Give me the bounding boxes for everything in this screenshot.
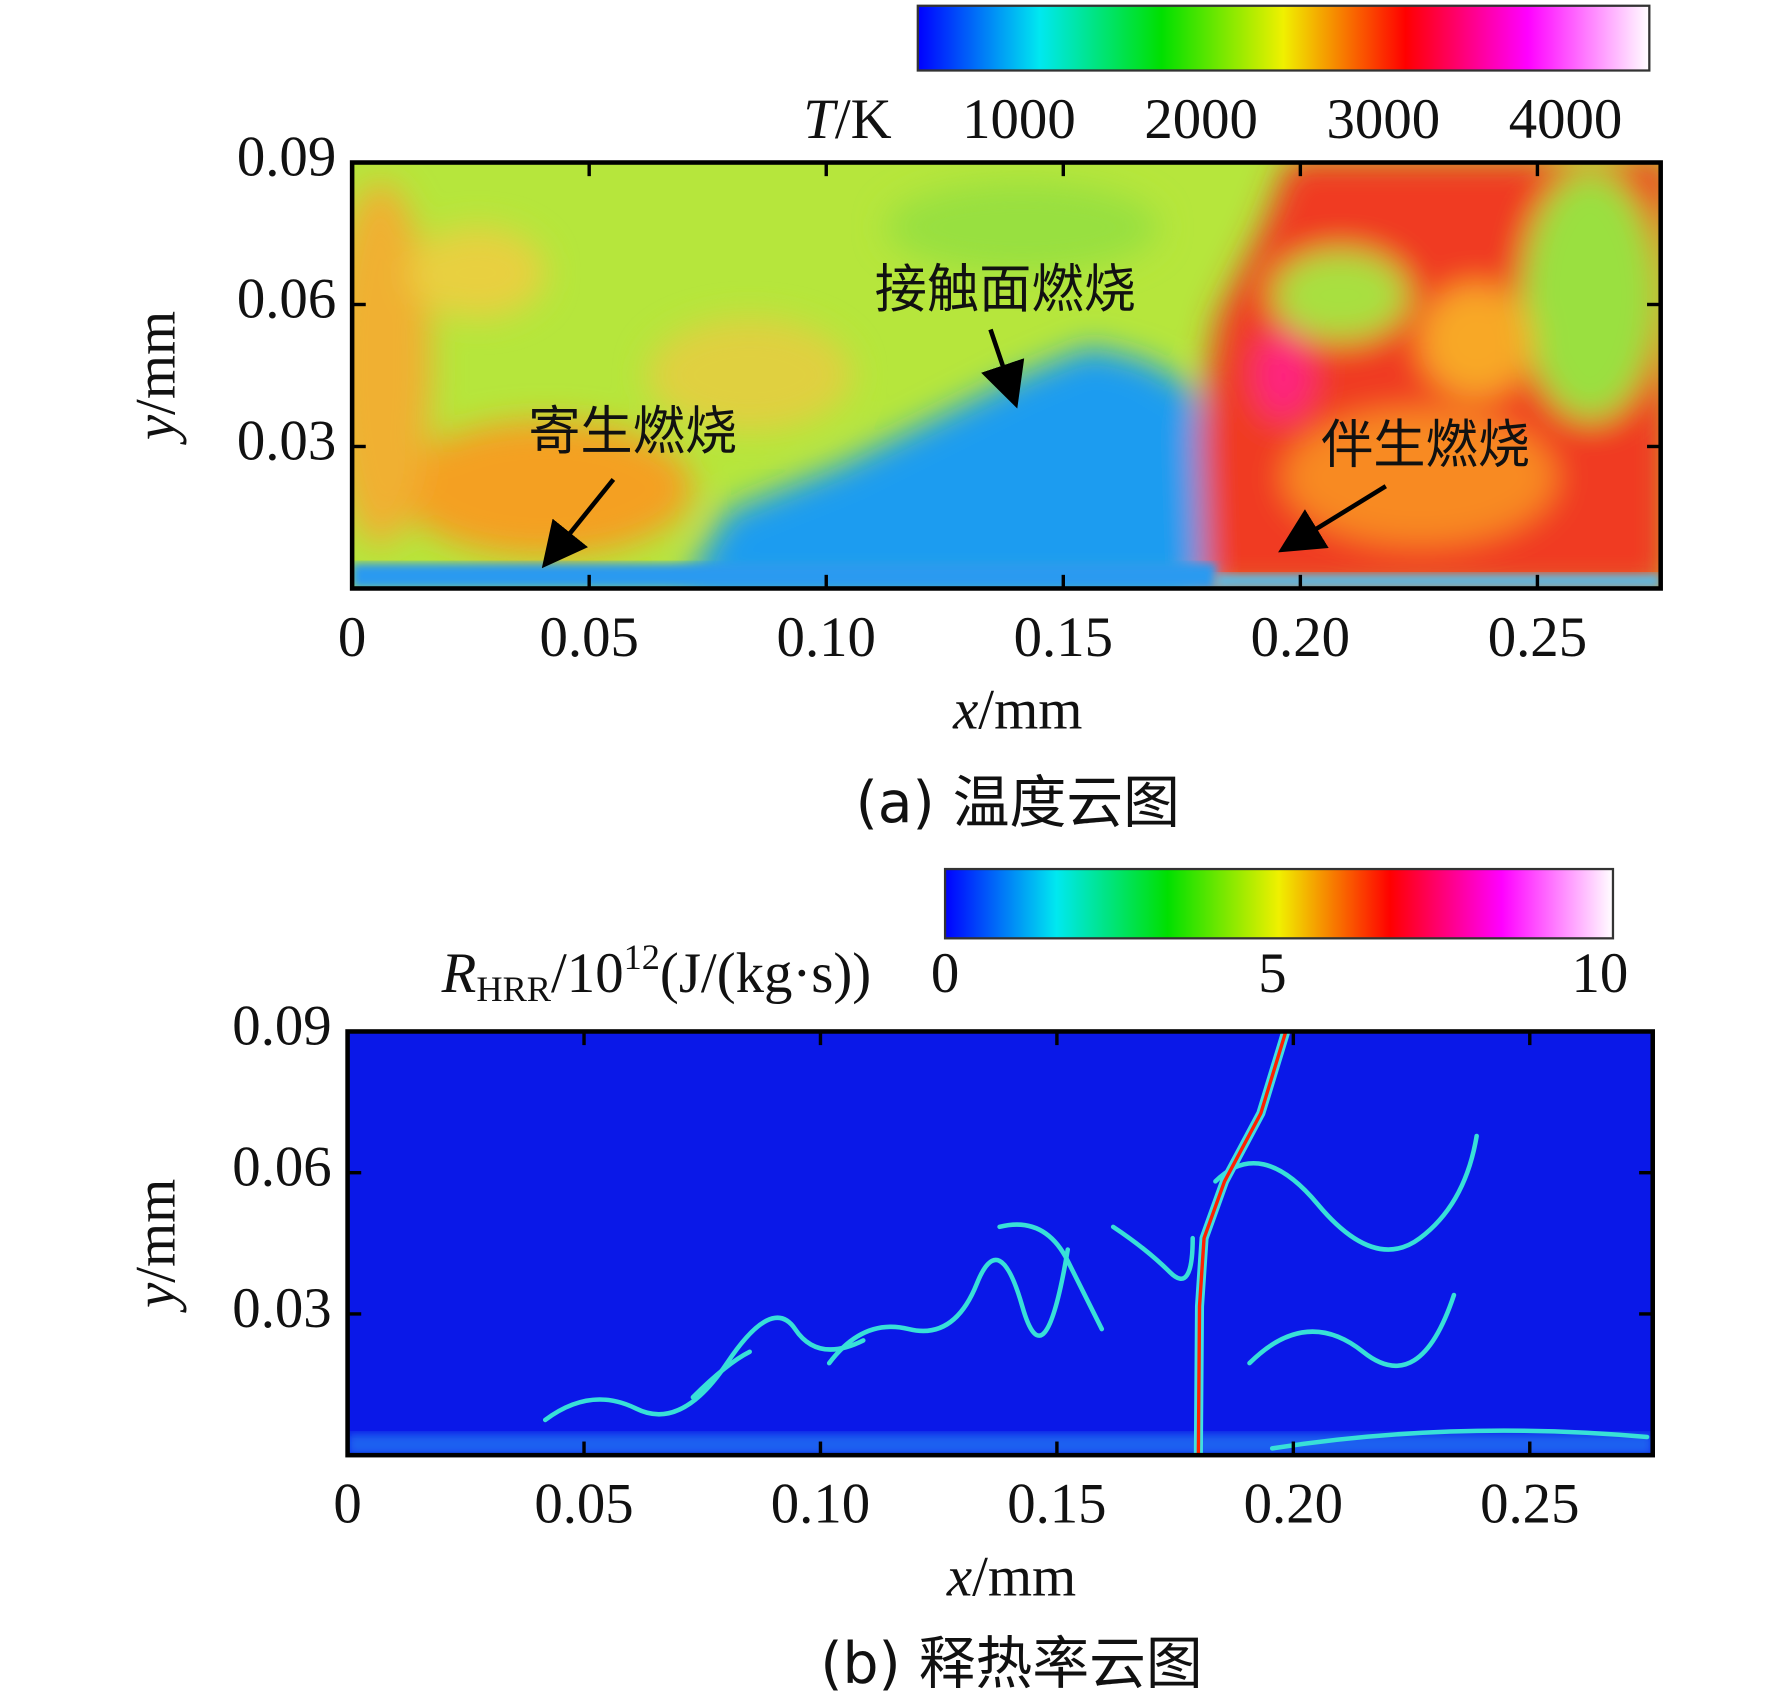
x-tick-label: 0.10 bbox=[777, 606, 876, 669]
colorbar-tick-label: 10 bbox=[1571, 942, 1628, 1005]
y-tick-label: 0.06 bbox=[232, 1136, 331, 1199]
y-tick-label: 0.06 bbox=[237, 268, 336, 331]
caption: (a) 温度云图 bbox=[856, 770, 1180, 836]
x-tick-label: 0.25 bbox=[1480, 1473, 1579, 1536]
x-axis-label: x/mm bbox=[946, 1545, 1076, 1608]
x-tick-label: 0.25 bbox=[1488, 606, 1587, 669]
y-axis-label: y/mm bbox=[124, 1179, 187, 1313]
annotation-arrow bbox=[541, 478, 616, 569]
x-tick-label: 0.10 bbox=[771, 1473, 870, 1536]
colorbar-tick-label: 1000 bbox=[962, 88, 1076, 151]
x-axis-label: x/mm bbox=[952, 679, 1082, 742]
x-tick-label: 0.15 bbox=[1007, 1473, 1106, 1536]
label-part: /10 bbox=[551, 942, 624, 1005]
annotation: 接触面燃烧 bbox=[875, 260, 1136, 320]
colorbar-tick-label: 4000 bbox=[1509, 88, 1623, 151]
annotation: 寄生燃烧 bbox=[528, 402, 737, 462]
colorbar-tick-label: 5 bbox=[1258, 942, 1286, 1005]
heat-release-field bbox=[347, 1031, 1653, 1456]
x-tick-label: 0 bbox=[338, 606, 366, 669]
annotation: 伴生燃烧 bbox=[1321, 416, 1530, 476]
caption: (b) 释热率云图 bbox=[820, 1631, 1202, 1697]
label-part: /mm bbox=[124, 311, 187, 415]
colorbar bbox=[916, 4, 1651, 72]
y-tick-label: 0.09 bbox=[237, 126, 336, 189]
y-tick-label: 0.09 bbox=[232, 995, 331, 1058]
label-part: /mm bbox=[124, 1179, 187, 1283]
x-tick-label: 0.20 bbox=[1244, 1473, 1343, 1536]
colorbar-tick-label: 0 bbox=[931, 942, 959, 1005]
colorbar-label: T/K bbox=[803, 88, 891, 151]
label-part: T bbox=[803, 88, 838, 151]
plot-frame bbox=[345, 1029, 1656, 1458]
temperature-field bbox=[352, 162, 1661, 589]
x-tick-label: 0.05 bbox=[539, 606, 638, 669]
colorbar bbox=[943, 867, 1615, 940]
colorbar-tick-label: 2000 bbox=[1144, 88, 1258, 151]
y-axis-label: y/mm bbox=[124, 311, 187, 445]
annotation-arrow bbox=[1278, 484, 1387, 553]
x-tick-label: 0.15 bbox=[1014, 606, 1113, 669]
annotation-arrow bbox=[981, 328, 1025, 409]
label-part: 12 bbox=[624, 937, 660, 977]
label-part: /mm bbox=[978, 679, 1082, 742]
label-part: /mm bbox=[972, 1545, 1076, 1608]
label-part: /K bbox=[835, 88, 892, 151]
plot-frame bbox=[349, 160, 1663, 591]
colorbar-label: RHRR/1012(J/(kg·s)) bbox=[441, 937, 872, 1009]
label-part: x bbox=[952, 679, 978, 742]
label-part: y bbox=[124, 414, 187, 445]
x-tick-label: 0.05 bbox=[534, 1473, 633, 1536]
label-part: R bbox=[441, 942, 477, 1005]
label-part: y bbox=[124, 1282, 187, 1313]
colorbar-tick-label: 3000 bbox=[1327, 88, 1441, 151]
label-part: HRR bbox=[476, 969, 551, 1009]
x-tick-label: 0.20 bbox=[1251, 606, 1350, 669]
label-part: x bbox=[946, 1545, 972, 1608]
y-tick-label: 0.03 bbox=[237, 410, 336, 473]
y-tick-label: 0.03 bbox=[232, 1277, 331, 1340]
label-part: (J/(kg·s)) bbox=[660, 942, 871, 1005]
x-tick-label: 0 bbox=[333, 1473, 361, 1536]
